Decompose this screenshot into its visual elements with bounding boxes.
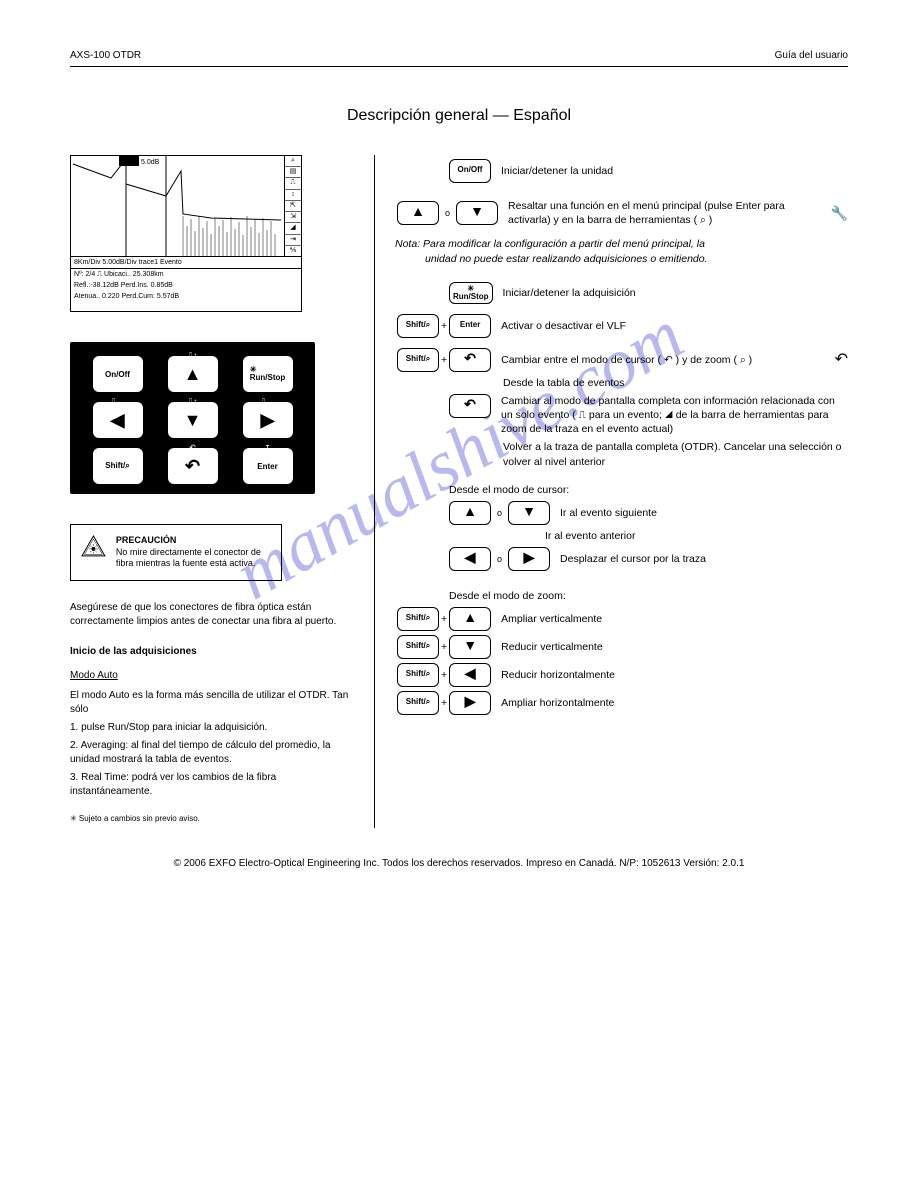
curl-only: Volver a la traza de pantalla completa (… <box>503 440 848 468</box>
z-l: Reducir horizontalmente <box>501 668 615 682</box>
back-btn-icon: ↶ <box>449 394 491 418</box>
left-p3: 1. pulse Run/Stop para iniciar la adquis… <box>70 721 350 735</box>
p-below: Desde la tabla de eventos <box>503 376 848 390</box>
enter-btn-icon: Enter <box>449 314 491 338</box>
keypad: On/Off ⎍↕▲ ✳ Run/Stop ⎍←◀ ⎍↕▼ ⎍→▶ Shift/… <box>70 342 315 494</box>
trace-icon: 5.0dB <box>71 156 281 256</box>
header-left: AXS-100 OTDR <box>70 50 141 61</box>
tool-icon: ⎍ <box>285 178 301 189</box>
note1: Nota: Para modificar la configuración a … <box>395 238 705 250</box>
runstop-button[interactable]: ✳ Run/Stop <box>243 356 293 392</box>
r-shift-enter: Activar o desactivar el VLF <box>501 319 626 333</box>
page-title: Descripción general — Español <box>70 107 848 125</box>
left-button[interactable]: ⎍←◀ <box>93 402 143 438</box>
z-r: Ampliar horizontalmente <box>501 696 614 710</box>
r-onoff: Iniciar/detener la unidad <box>501 164 613 178</box>
shift-btn-icon: Shift/⌕ <box>397 663 439 687</box>
axis-readout: 8Km/Div 5.00dB/Div trace1 Evento <box>71 257 301 269</box>
shift-btn-icon: Shift/⌕ <box>397 314 439 338</box>
left-h1: Inicio de las adquisiciones <box>70 645 350 659</box>
down-button[interactable]: ⎍↕▼ <box>168 402 218 438</box>
back-btn-icon: ↶ <box>449 348 491 372</box>
right-button[interactable]: ⎍→▶ <box>243 402 293 438</box>
tool-icon: ▤ <box>285 167 301 178</box>
r-lr: Desplazar el cursor por la traza <box>560 552 706 566</box>
tool-icon: ⌕ <box>285 156 301 167</box>
up-arrow-icon: ▲ <box>397 201 439 225</box>
r-dn: Ir al evento anterior <box>545 529 848 543</box>
z-dn: Reducir verticalmente <box>501 640 603 654</box>
laser-warning-icon <box>81 535 106 557</box>
readout-3: Atenua.. 0.220 Perd.Cum: 5.57dB <box>71 291 301 302</box>
shift-button[interactable]: Shift/⌕ <box>93 448 143 484</box>
up-arrow-icon: ▲ <box>449 501 491 525</box>
z-up: Ampliar verticalmente <box>501 612 602 626</box>
note1b: unidad no puede estar realizando adquisi… <box>425 253 708 265</box>
r-curl: Cambiar al modo de pantalla completa con… <box>501 394 848 437</box>
tool-icon: ⅍ <box>285 246 301 256</box>
wrench-icon: 🔧 <box>831 204 848 223</box>
down-arrow-icon: ▼ <box>456 201 498 225</box>
shift-btn-icon: Shift/⌕ <box>397 691 439 715</box>
footer: © 2006 EXFO Electro-Optical Engineering … <box>70 858 848 869</box>
caution-box: PRECAUCIÓN No mire directamente el conec… <box>70 524 282 581</box>
tool-icon: ◢ <box>285 223 301 234</box>
shift-btn-icon: Shift/⌕ <box>397 348 439 372</box>
tool-icon: ⇥ <box>285 235 301 246</box>
right-arrow-icon: ▶ <box>508 547 550 571</box>
tool-icon: ⇲ <box>285 212 301 223</box>
shift-btn-icon: Shift/⌕ <box>397 607 439 631</box>
tool-icon: ⇱ <box>285 201 301 212</box>
left-p1: Asegúrese de que los conectores de fibra… <box>70 601 350 629</box>
left-footnote: ✳ Sujeto a cambios sin previo aviso. <box>70 813 350 824</box>
readout-2: Refl.:-38.12dB Perd.Ins. 0.85dB <box>71 280 301 291</box>
enter-button[interactable]: ↧Enter <box>243 448 293 484</box>
readout-1: Nº: 2/4 ⎍ Ubicaci.. 25.308km <box>71 269 301 280</box>
runstop-btn-icon: ✳Run/Stop <box>449 282 493 304</box>
tool-icon: ↕ <box>285 190 301 201</box>
r-up: Ir al evento siguiente <box>560 506 657 520</box>
up-button[interactable]: ⎍↕▲ <box>168 356 218 392</box>
mode-cursor: Desde el modo de cursor: <box>449 483 848 497</box>
back-button[interactable]: ↶↶ <box>168 448 218 484</box>
r-runstop: Iniciar/detener la adquisición <box>503 286 636 300</box>
right-arrow-icon: ▶ <box>449 691 491 715</box>
mode-zoom: Desde el modo de zoom: <box>449 589 848 603</box>
down-arrow-icon: ▼ <box>508 501 550 525</box>
onoff-btn-icon: On/Off <box>449 159 491 183</box>
caution-body: No mire directamente el conector de fibr… <box>116 547 271 570</box>
onoff-button[interactable]: On/Off <box>93 356 143 392</box>
left-p2: El modo Auto es la forma más sencilla de… <box>70 689 350 717</box>
svg-text:5.0dB: 5.0dB <box>141 159 160 166</box>
header-right: Guía del usuario <box>775 50 848 61</box>
curl-large-icon: ↶ <box>835 349 848 371</box>
up-arrow-icon: ▲ <box>449 607 491 631</box>
r-shift-curl: Cambiar entre el modo de cursor ( ↶ ) y … <box>501 353 752 367</box>
left-arrow-icon: ◀ <box>449 663 491 687</box>
left-p4: 2. Averaging: al final del tiempo de cál… <box>70 739 350 767</box>
down-arrow-icon: ▼ <box>449 635 491 659</box>
left-arrow-icon: ◀ <box>449 547 491 571</box>
caution-heading: PRECAUCIÓN <box>116 535 271 547</box>
left-p5: 3. Real Time: podrá ver los cambios de l… <box>70 771 350 799</box>
r-updown: Resaltar una función en el menú principa… <box>508 199 825 227</box>
shift-btn-icon: Shift/⌕ <box>397 635 439 659</box>
otdr-screenshot: 5.0dB ⌕ ▤ ⎍ ↕ ⇱ ⇲ ◢ ⇥ ⅍ 8Km/Div 5.00dB/D… <box>70 155 302 312</box>
left-u1: Modo Auto <box>70 669 350 683</box>
